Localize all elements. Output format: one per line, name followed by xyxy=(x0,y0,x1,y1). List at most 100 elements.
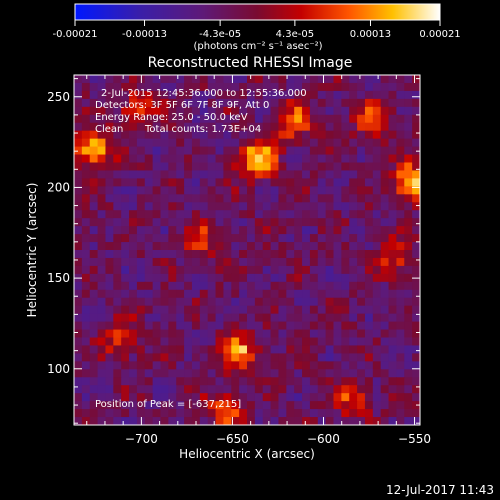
heatmap-cell xyxy=(152,369,162,378)
heatmap-cell xyxy=(215,106,225,116)
heatmap-cell xyxy=(144,281,154,291)
heatmap-cell xyxy=(396,154,405,164)
heatmap-cell xyxy=(199,146,209,156)
heatmap-cell xyxy=(184,234,193,243)
heatmap-cell xyxy=(247,154,256,164)
heatmap-cell xyxy=(215,146,225,156)
heatmap-cell xyxy=(341,321,350,331)
heatmap-cell xyxy=(81,401,91,410)
heatmap-cell xyxy=(184,329,193,339)
heatmap-cell xyxy=(184,106,193,116)
heatmap-cell xyxy=(129,130,138,140)
heatmap-cell xyxy=(302,289,311,299)
heatmap-cell xyxy=(278,377,287,386)
heatmap-cell xyxy=(89,289,99,299)
heatmap-cell xyxy=(121,401,130,410)
heatmap-cell xyxy=(302,242,311,251)
annotations: 2-Jul-2015 12:45:36.000 to 12:55:36.000 … xyxy=(95,88,307,410)
heatmap-cell xyxy=(136,289,146,299)
heatmap-cell xyxy=(74,417,83,425)
heatmap-cell xyxy=(372,75,382,84)
heatmap-cell xyxy=(294,329,303,339)
heatmap-cell xyxy=(325,329,335,339)
heatmap-cell xyxy=(357,297,366,307)
heatmap-cell xyxy=(396,409,405,418)
heatmap-cell xyxy=(239,242,248,251)
heatmap-cell xyxy=(136,122,146,132)
heatmap-cell xyxy=(160,114,169,124)
heatmap-cell xyxy=(325,170,335,180)
heatmap-cell xyxy=(168,170,177,180)
heatmap-cell xyxy=(341,122,350,132)
heatmap-cell xyxy=(207,154,217,164)
heatmap-cell xyxy=(317,417,327,425)
heatmap-cell xyxy=(144,401,154,410)
heatmap-cell xyxy=(207,90,217,100)
heatmap-cell xyxy=(215,75,225,84)
heatmap-cell xyxy=(254,242,264,251)
heatmap-cell xyxy=(247,218,256,227)
heatmap-cell xyxy=(176,281,185,291)
heatmap-cell xyxy=(380,98,390,108)
heatmap-cell xyxy=(215,210,225,219)
heatmap-cell xyxy=(404,305,413,315)
heatmap-cell xyxy=(144,234,154,243)
heatmap-cell xyxy=(286,122,295,132)
heatmap-cell xyxy=(364,361,374,370)
heatmap-cell xyxy=(380,170,390,180)
heatmap-cell xyxy=(144,154,154,164)
heatmap-cell xyxy=(309,194,319,203)
heatmap-cell xyxy=(191,210,201,219)
heatmap-cell xyxy=(231,353,240,362)
heatmap-cell xyxy=(168,218,177,227)
heatmap-cell xyxy=(380,289,390,299)
heatmap-cell xyxy=(89,409,99,418)
heatmap-cell xyxy=(357,90,366,100)
heatmap-cell xyxy=(121,257,130,267)
heatmap-cell xyxy=(372,401,382,410)
heatmap-cell xyxy=(191,234,201,243)
heatmap-cell xyxy=(81,313,91,323)
heatmap-cell xyxy=(278,250,287,259)
heatmap-cell xyxy=(152,186,162,195)
heatmap-cell xyxy=(380,329,390,339)
heatmap-cell xyxy=(262,218,272,227)
heatmap-cell xyxy=(262,369,272,378)
heatmap-cell xyxy=(325,242,335,251)
heatmap-cell xyxy=(152,154,162,164)
heatmap-cell xyxy=(325,321,335,331)
heatmap-cell xyxy=(121,178,130,187)
heatmap-cell xyxy=(97,202,107,211)
heatmap-cell xyxy=(144,242,154,251)
heatmap-cell xyxy=(74,353,83,362)
heatmap-cell xyxy=(168,337,177,347)
heatmap-cell xyxy=(364,218,374,227)
heatmap-cell xyxy=(254,393,264,402)
heatmap-cell xyxy=(191,393,201,402)
heatmap-cell xyxy=(404,289,413,299)
heatmap-cell xyxy=(294,122,303,132)
heatmap-cell xyxy=(388,401,398,410)
heatmap-cell xyxy=(302,162,311,172)
heatmap-cell xyxy=(317,265,327,275)
heatmap-cell xyxy=(168,257,177,267)
heatmap-cell xyxy=(129,313,138,323)
heatmap-cell xyxy=(349,289,358,299)
heatmap-cell xyxy=(129,369,138,378)
heatmap-cell xyxy=(349,170,358,180)
heatmap-cell xyxy=(113,202,122,211)
heatmap-cell xyxy=(81,202,91,211)
heatmap-cell xyxy=(239,122,248,132)
heatmap-cell xyxy=(372,313,382,323)
y-tick-label: 250 xyxy=(47,90,70,104)
heatmap-cell xyxy=(317,401,327,410)
heatmap-cell xyxy=(176,146,185,156)
heatmap-cell xyxy=(160,401,169,410)
heatmap-cell xyxy=(121,265,130,275)
heatmap-cell xyxy=(168,297,177,307)
heatmap-cell xyxy=(262,234,272,243)
heatmap-cell xyxy=(223,353,232,362)
heatmap-cell xyxy=(176,162,185,172)
heatmap-cell xyxy=(364,409,374,418)
heatmap-cell xyxy=(184,114,193,124)
